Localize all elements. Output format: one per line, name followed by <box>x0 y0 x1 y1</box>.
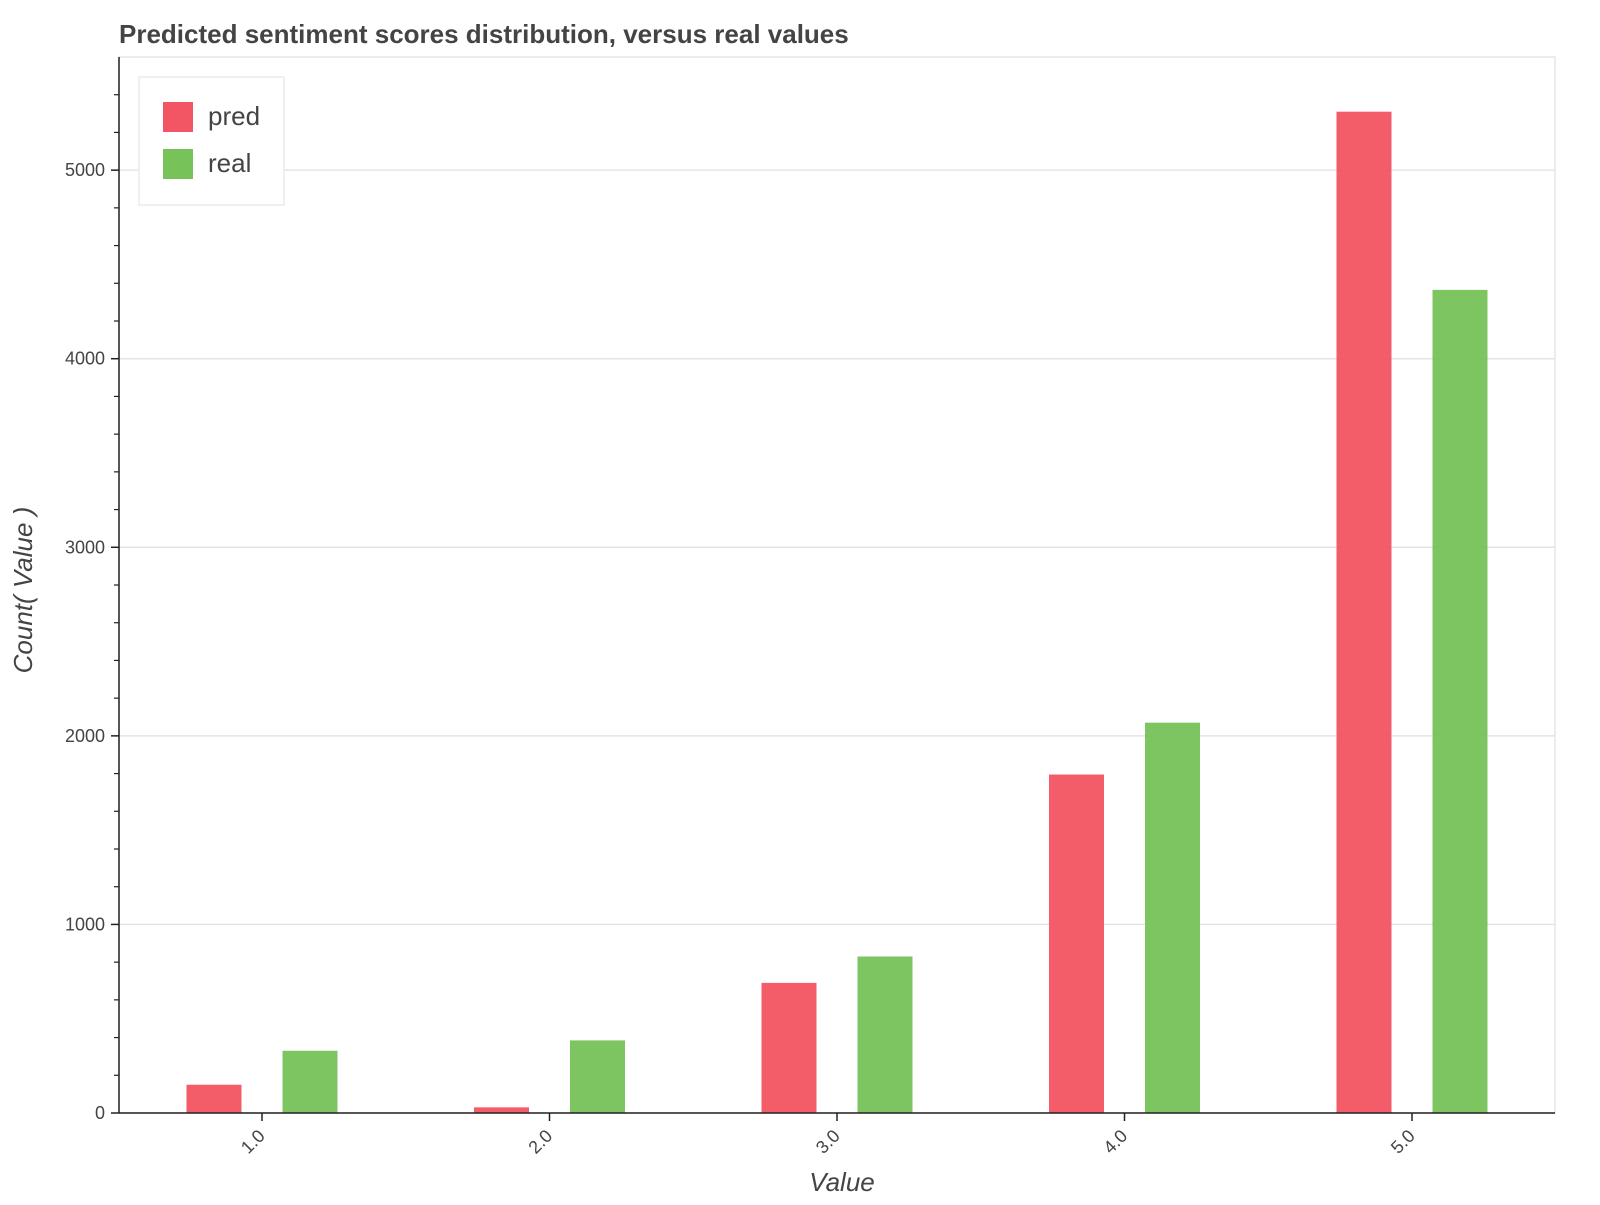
bar-real-4.0[interactable] <box>1145 722 1200 1113</box>
legend-label-pred[interactable]: pred <box>208 101 260 131</box>
legend-box <box>138 76 285 206</box>
bar-pred-3.0[interactable] <box>761 982 817 1113</box>
y-tick-label: 3000 <box>65 537 105 557</box>
x-tick-label: 3.0 <box>812 1126 844 1158</box>
y-tick-label: 5000 <box>65 160 105 180</box>
bar-real-1.0[interactable] <box>282 1050 338 1113</box>
tick-labels: 0 1000 2000 3000 4000 5000 1.0 2.0 3.0 4.0 5.0 <box>65 160 1419 1157</box>
bar-pred-2.0[interactable] <box>474 1107 529 1113</box>
legend-swatch-real <box>163 149 193 179</box>
y-tick-label: 4000 <box>65 349 105 369</box>
bar-real-3.0[interactable] <box>857 956 913 1113</box>
y-tick-label: 2000 <box>65 726 105 746</box>
x-tick-label: 1.0 <box>237 1126 269 1158</box>
y-tick-label: 0 <box>95 1103 105 1123</box>
chart-title: Predicted sentiment scores distribution,… <box>119 19 849 49</box>
legend-swatch-pred <box>163 102 193 132</box>
y-tick-label: 1000 <box>65 914 105 934</box>
bar-real-5.0[interactable] <box>1432 289 1488 1113</box>
x-tick-label: 4.0 <box>1099 1126 1131 1158</box>
bar-pred-1.0[interactable] <box>186 1084 242 1113</box>
axes <box>111 57 1555 1121</box>
x-tick-label: 5.0 <box>1387 1126 1419 1158</box>
x-axis-label: Value <box>809 1167 875 1197</box>
legend-label-real[interactable]: real <box>208 148 251 178</box>
bars <box>186 111 1488 1113</box>
y-axis-label: Count( Value ) <box>8 507 38 674</box>
bar-pred-5.0[interactable] <box>1336 111 1392 1113</box>
x-tick-label: 2.0 <box>524 1126 556 1158</box>
bar-real-2.0[interactable] <box>570 1040 625 1113</box>
grid-lines <box>119 169 1555 926</box>
bar-pred-4.0[interactable] <box>1049 774 1104 1113</box>
legend[interactable]: pred real <box>138 76 285 206</box>
